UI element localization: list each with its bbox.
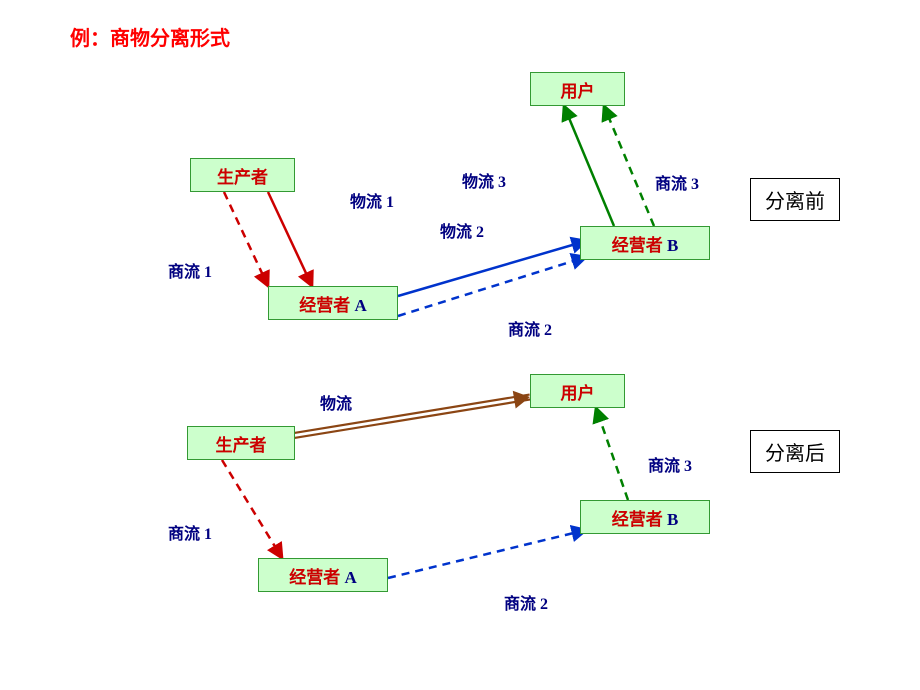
node-user1: 用户 xyxy=(530,72,625,106)
flow-label-6: 物流 xyxy=(320,390,352,414)
node-prodB: 生产者 xyxy=(187,426,295,460)
node-opA1: 经营者 A xyxy=(268,286,398,320)
doc-title: 例：商物分离形式 xyxy=(70,22,230,51)
node-opB1: 经营者 B xyxy=(580,226,710,260)
node-user2: 用户 xyxy=(530,374,625,408)
flow-label-0: 物流 1 xyxy=(350,188,394,212)
edge-layer xyxy=(0,0,920,690)
flow-label-9: 商流 2 xyxy=(504,590,548,614)
section-label-1: 分离后 xyxy=(750,430,840,473)
node-opB2: 经营者 B xyxy=(580,500,710,534)
flow-label-7: 商流 3 xyxy=(648,452,692,476)
section-label-0: 分离前 xyxy=(750,178,840,221)
node-opA2: 经营者 A xyxy=(258,558,388,592)
flow-label-2: 物流 2 xyxy=(440,218,484,242)
flow-label-3: 商流 3 xyxy=(655,170,699,194)
flow-label-8: 商流 1 xyxy=(168,520,212,544)
flow-label-1: 物流 3 xyxy=(462,168,506,192)
flow-label-5: 商流 2 xyxy=(508,316,552,340)
flow-label-4: 商流 1 xyxy=(168,258,212,282)
node-prodA: 生产者 xyxy=(190,158,295,192)
